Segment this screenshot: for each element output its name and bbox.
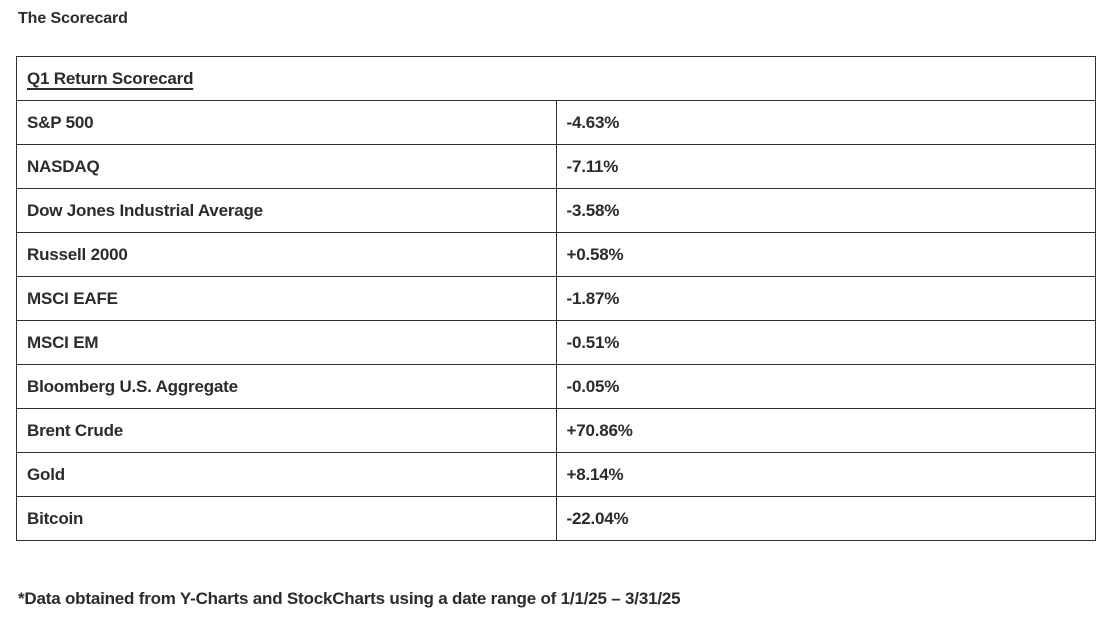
table-row: S&P 500 -4.63% xyxy=(16,100,1096,145)
table-row: NASDAQ -7.11% xyxy=(16,144,1096,189)
return-value-cell: -0.05% xyxy=(555,364,1096,409)
table-row: Bloomberg U.S. Aggregate -0.05% xyxy=(16,364,1096,409)
index-name-cell: Bitcoin xyxy=(16,496,557,541)
page-title: The Scorecard xyxy=(18,10,128,27)
table-header-row: Q1 Return Scorecard xyxy=(16,56,1096,101)
index-name-cell: MSCI EM xyxy=(16,320,557,365)
return-value-cell: +0.58% xyxy=(555,232,1096,277)
index-name-cell: Dow Jones Industrial Average xyxy=(16,188,557,233)
return-value-cell: -7.11% xyxy=(555,144,1096,189)
table-header-cell: Q1 Return Scorecard xyxy=(16,56,1096,101)
return-value-cell: -0.51% xyxy=(555,320,1096,365)
table-row: Dow Jones Industrial Average -3.58% xyxy=(16,188,1096,233)
index-name-cell: Bloomberg U.S. Aggregate xyxy=(16,364,557,409)
table-row: Russell 2000 +0.58% xyxy=(16,232,1096,277)
table-row: Bitcoin -22.04% xyxy=(16,496,1096,541)
return-value-cell: -22.04% xyxy=(555,496,1096,541)
data-source-footnote: *Data obtained from Y-Charts and StockCh… xyxy=(18,589,681,608)
index-name-cell: Gold xyxy=(16,452,557,497)
table-row: MSCI EM -0.51% xyxy=(16,320,1096,365)
table-row: Brent Crude +70.86% xyxy=(16,408,1096,453)
return-value-cell: +8.14% xyxy=(555,452,1096,497)
index-name-cell: Russell 2000 xyxy=(16,232,557,277)
index-name-cell: NASDAQ xyxy=(16,144,557,189)
index-name-cell: S&P 500 xyxy=(16,100,557,145)
table-row: Gold +8.14% xyxy=(16,452,1096,497)
index-name-cell: Brent Crude xyxy=(16,408,557,453)
return-value-cell: +70.86% xyxy=(555,408,1096,453)
return-value-cell: -1.87% xyxy=(555,276,1096,321)
index-name-cell: MSCI EAFE xyxy=(16,276,557,321)
return-value-cell: -4.63% xyxy=(555,100,1096,145)
table-header-label: Q1 Return Scorecard xyxy=(27,68,194,88)
return-value-cell: -3.58% xyxy=(555,188,1096,233)
scorecard-table: Q1 Return Scorecard S&P 500 -4.63% NASDA… xyxy=(16,56,1096,541)
table-row: MSCI EAFE -1.87% xyxy=(16,276,1096,321)
